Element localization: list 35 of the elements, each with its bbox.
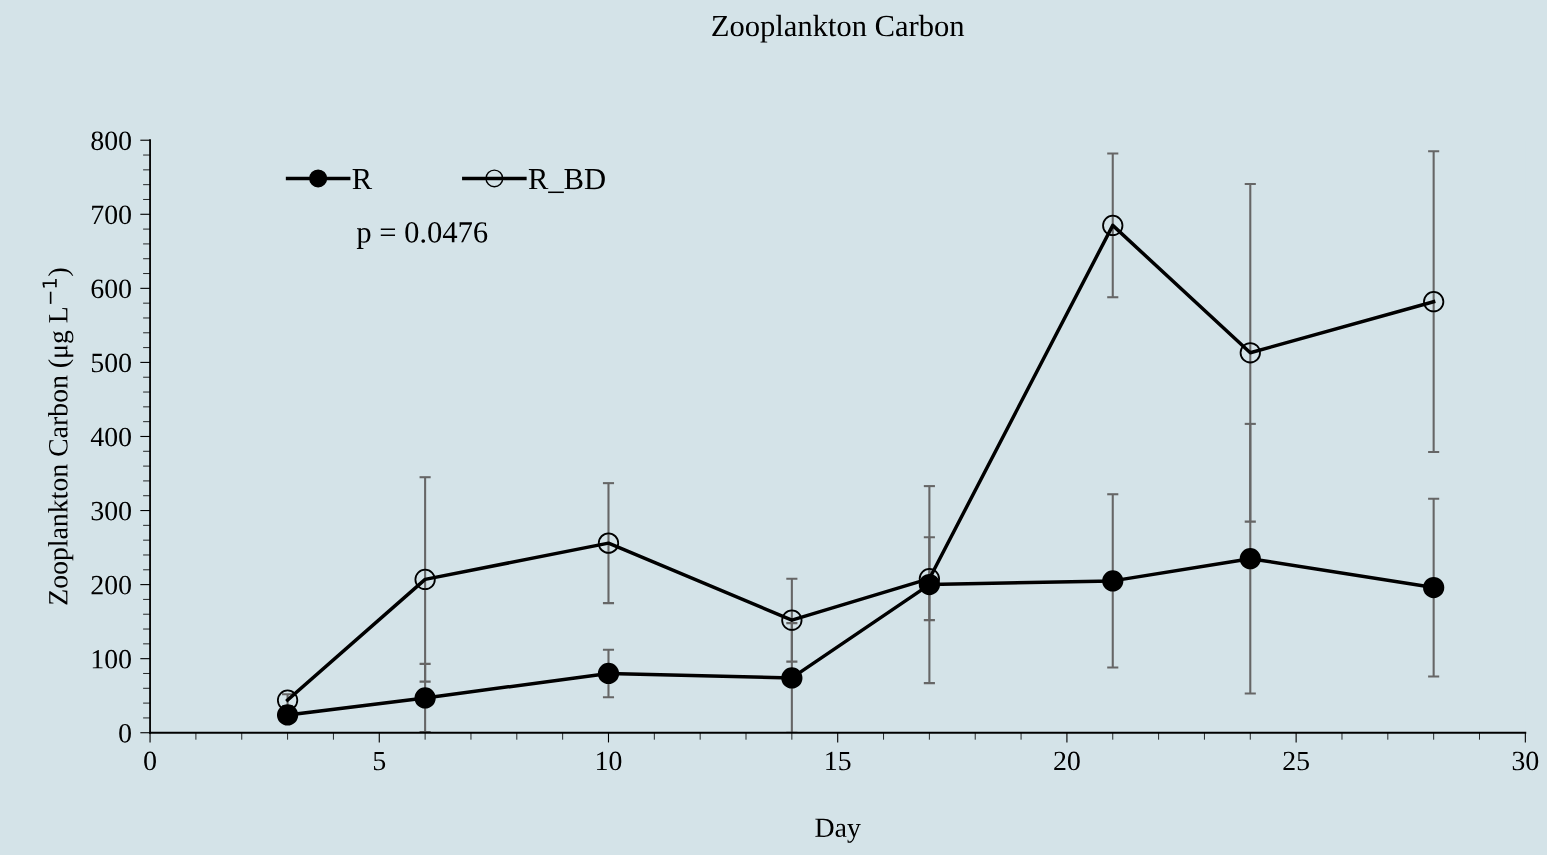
y-tick-label: 500 xyxy=(91,353,131,373)
x-tick-label: 15 xyxy=(826,751,851,771)
y-tick-label: 300 xyxy=(91,501,131,521)
x-tick-label: 10 xyxy=(597,751,622,771)
annotation: p = 0.0476 xyxy=(356,222,488,249)
x-tick-label: 0 xyxy=(144,751,156,771)
point xyxy=(1239,548,1261,570)
y-tick-label: 700 xyxy=(92,205,131,225)
x-tick-label: 20 xyxy=(1054,751,1080,771)
x-axis-title: Day xyxy=(815,818,861,843)
point xyxy=(597,532,620,554)
point xyxy=(781,609,803,631)
point xyxy=(276,704,299,726)
point xyxy=(414,568,436,591)
legend-label: R xyxy=(352,169,373,190)
y-tick-label: 800 xyxy=(91,131,131,151)
x-tick-label: 5 xyxy=(373,751,386,771)
point xyxy=(1423,291,1445,313)
y-axis-title: Zooplankton Carbon (μg L$^{−1}$) xyxy=(42,268,74,605)
point xyxy=(1102,214,1124,237)
y-tick-label: 200 xyxy=(91,575,131,595)
point xyxy=(597,662,620,685)
y-tick-label: 600 xyxy=(91,279,131,299)
y-tick-label: 100 xyxy=(92,649,131,669)
point xyxy=(1102,570,1124,592)
point xyxy=(1423,576,1445,599)
chart-title: Zooplankton Carbon xyxy=(712,14,965,43)
point xyxy=(1239,342,1261,364)
point xyxy=(414,687,436,709)
x-tick-label: 30 xyxy=(1512,751,1539,771)
legend-label: R_BD xyxy=(528,169,605,194)
y-tick-label: 0 xyxy=(119,723,131,743)
point xyxy=(781,667,803,689)
x-tick-label: 25 xyxy=(1283,751,1309,771)
y-tick-label: 400 xyxy=(90,427,131,447)
